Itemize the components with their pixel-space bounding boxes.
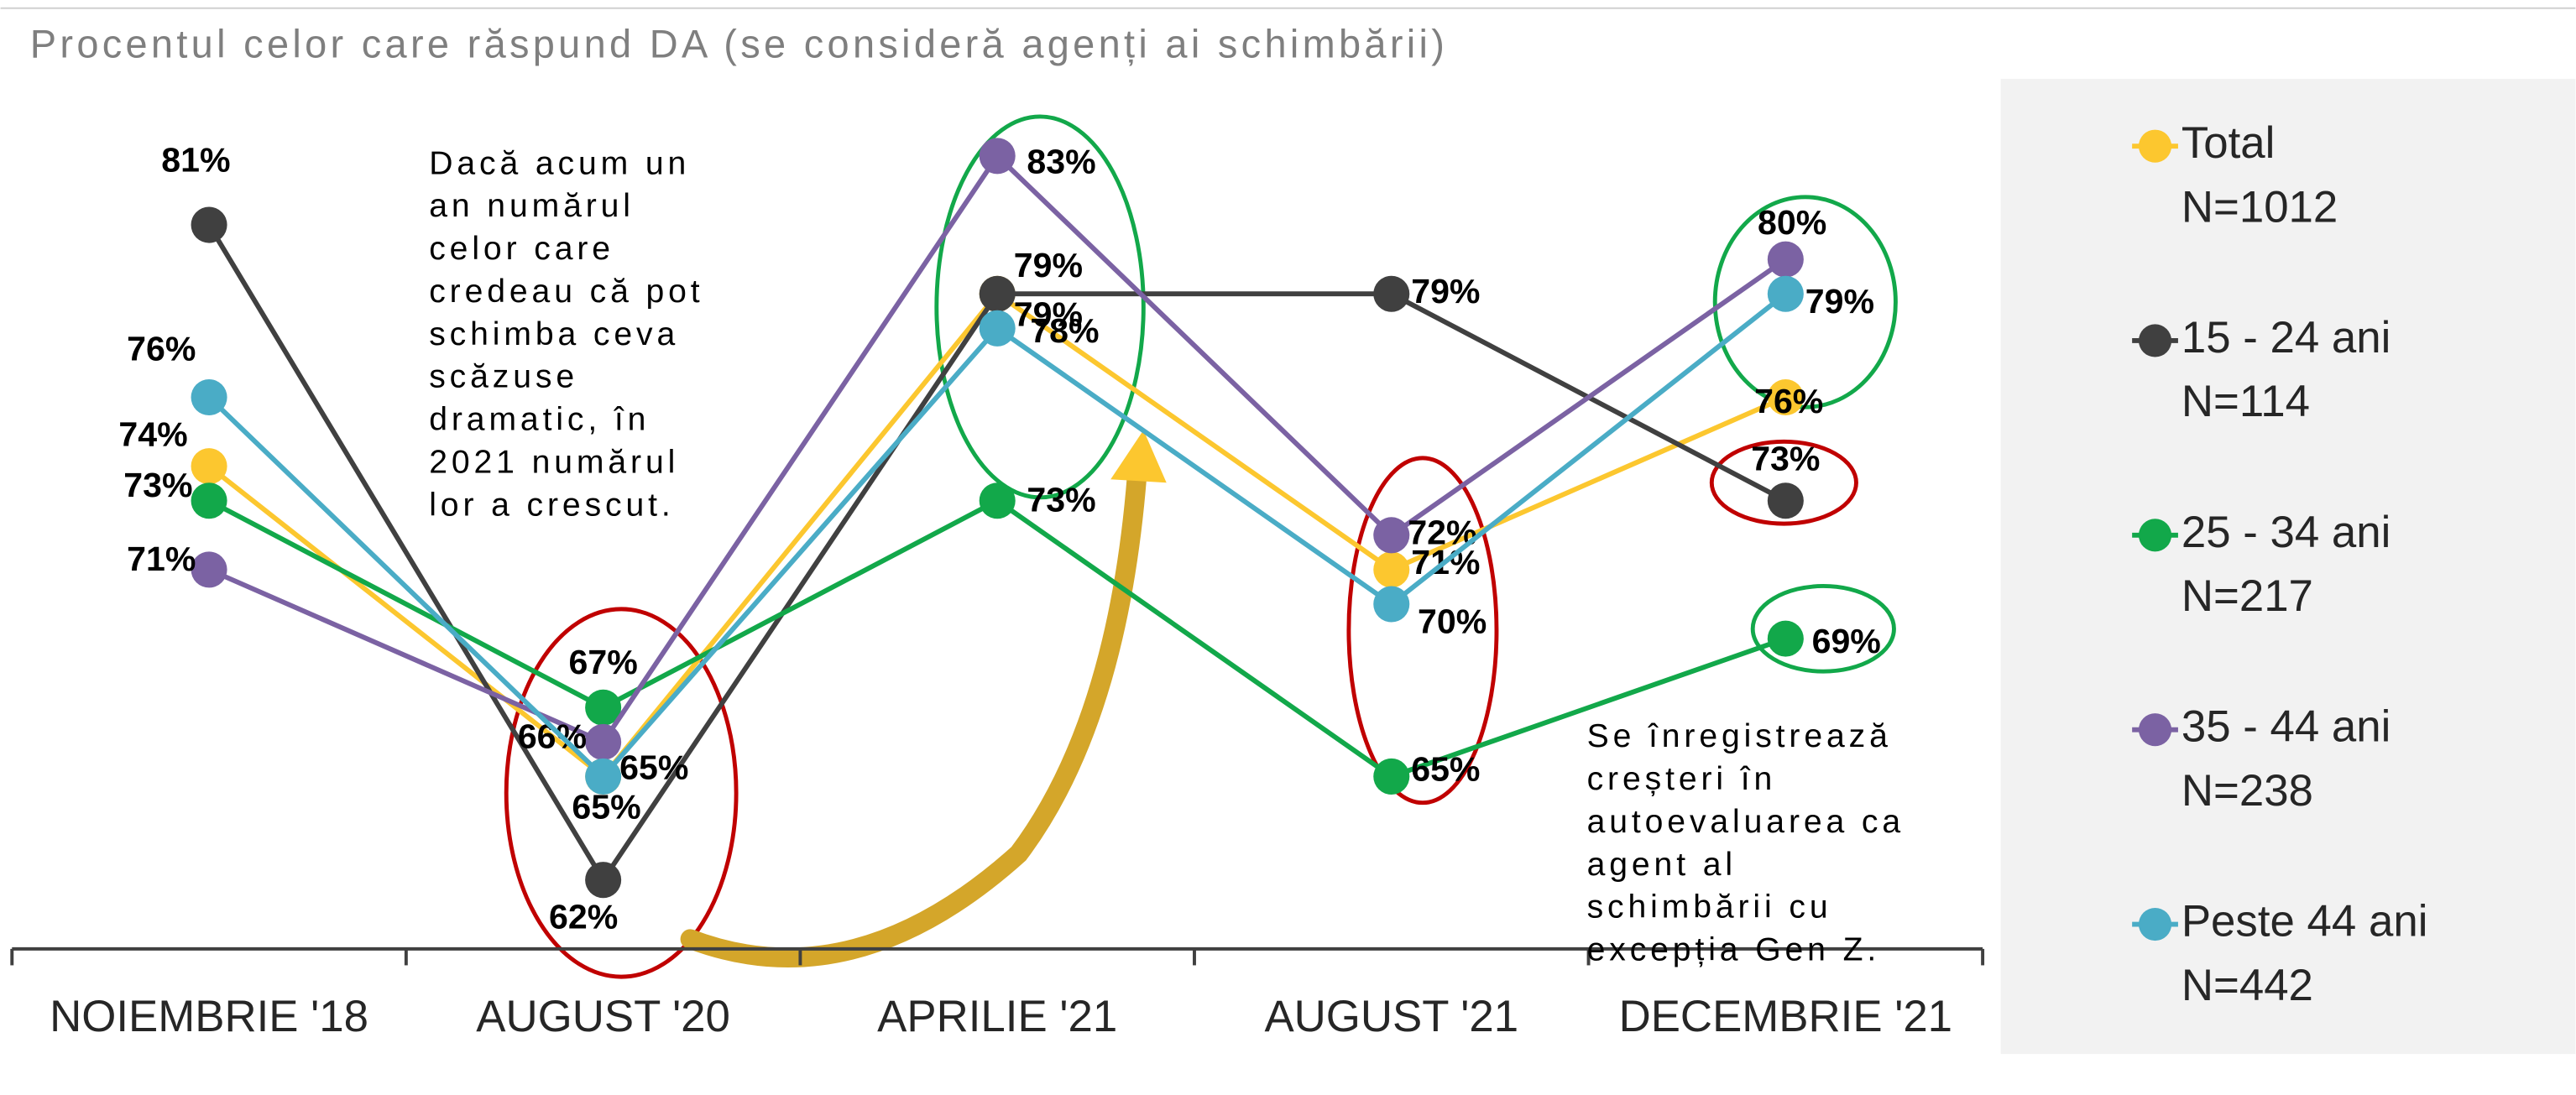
annotation-line: autoevaluarea ca <box>1587 804 1905 840</box>
legend-sample: N=238 <box>2182 766 2313 816</box>
data-point <box>191 206 227 243</box>
x-tick-label: DECEMBRIE '21 <box>1619 992 1953 1041</box>
data-point <box>585 862 622 899</box>
data-point <box>1373 551 1410 588</box>
annotation-line: dramatic, în <box>429 402 650 438</box>
highlight-ellipse <box>1712 195 1898 409</box>
data-label: 80% <box>1758 203 1826 242</box>
legend-marker <box>2138 519 2172 552</box>
data-point <box>585 689 622 726</box>
data-label: 79% <box>1014 295 1083 333</box>
annotation-line: agent al <box>1587 847 1737 883</box>
highlights <box>504 114 1898 979</box>
annotation-line: excepția Gen Z. <box>1587 932 1881 968</box>
annotation-line: lor a crescut. <box>429 487 674 523</box>
data-label: 74% <box>118 415 187 453</box>
data-point <box>1373 275 1410 312</box>
highlight-ellipse <box>1750 584 1896 674</box>
data-point <box>979 275 1016 312</box>
data-label: 65% <box>1411 749 1480 788</box>
data-point <box>1373 758 1410 795</box>
data-point <box>1373 517 1410 554</box>
trend-arrow-head <box>1110 430 1167 483</box>
data-label: 73% <box>123 466 192 504</box>
data-label: 81% <box>161 141 230 180</box>
highlight-ellipse <box>934 114 1146 500</box>
data-point <box>1767 241 1804 278</box>
annotation-line: an numărul <box>429 188 635 224</box>
legend-label: 35 - 44 ani <box>2182 702 2391 752</box>
legend-marker <box>2138 324 2172 357</box>
annotation-line: schimba ceva <box>429 316 679 352</box>
annotation-line: credeau că pot <box>429 274 703 310</box>
trend-arrow <box>680 466 1147 967</box>
data-point <box>585 723 622 760</box>
data-label: 65% <box>619 748 688 786</box>
x-tick-label: AUGUST '20 <box>476 992 730 1041</box>
highlight-ellipse <box>504 607 739 979</box>
data-label: 76% <box>1754 382 1823 420</box>
data-label: 62% <box>549 898 618 936</box>
annotation-line: 2021 numărul <box>429 444 679 480</box>
annotation-line: celor care <box>429 231 614 267</box>
annotation-line: scăzuse <box>429 359 578 395</box>
highlight-ellipse <box>1346 456 1499 806</box>
highlight-ellipse <box>1709 439 1858 526</box>
data-label: 69% <box>1812 622 1881 660</box>
legend-label: Peste 44 ani <box>2182 896 2428 946</box>
annotation-line: creșteri în <box>1587 761 1777 797</box>
data-point <box>1767 620 1804 657</box>
data-point <box>191 378 227 415</box>
data-label: 79% <box>1014 246 1083 284</box>
data-point <box>1373 586 1410 623</box>
data-point <box>1767 482 1804 519</box>
data-label: 78% <box>1030 311 1099 350</box>
data-label: 70% <box>1418 602 1487 640</box>
data-label: 79% <box>1411 272 1480 310</box>
data-label: 73% <box>1751 440 1820 478</box>
legend-marker <box>2138 907 2172 941</box>
legend-marker <box>2138 129 2172 163</box>
legend-label: 25 - 34 ani <box>2182 508 2391 557</box>
x-tick-label: AUGUST '21 <box>1264 992 1518 1041</box>
data-point <box>191 551 227 588</box>
data-point <box>1767 275 1804 312</box>
data-point <box>191 448 227 485</box>
series-line <box>207 498 1787 780</box>
annotation-line: Dacă acum un <box>429 145 690 181</box>
annotation-line: schimbării cu <box>1587 889 1832 926</box>
data-point <box>979 138 1016 175</box>
data-label: 76% <box>127 330 196 368</box>
x-tick-label: NOIEMBRIE '18 <box>50 992 368 1041</box>
legend-sample: N=442 <box>2182 961 2313 1010</box>
legend-label: Total <box>2182 118 2276 168</box>
data-label: 83% <box>1027 143 1095 181</box>
legend-sample: N=114 <box>2182 377 2310 426</box>
chart-title: Procentul celor care răspund DA (se cons… <box>30 21 1448 65</box>
data-point <box>1767 378 1804 415</box>
annotation-line: Se înregistrează <box>1587 718 1892 754</box>
data-label: 73% <box>1027 481 1095 519</box>
legend-sample: N=217 <box>2182 571 2313 621</box>
legend-marker <box>2138 713 2172 747</box>
data-label: 67% <box>569 643 638 681</box>
data-point <box>191 482 227 519</box>
legend-sample: N=1012 <box>2182 182 2338 232</box>
data-label: 79% <box>1805 282 1874 321</box>
legend-label: 15 - 24 ani <box>2182 313 2391 362</box>
data-point <box>979 310 1016 347</box>
data-label: 71% <box>127 540 196 578</box>
x-tick-label: APRILIE '21 <box>877 992 1117 1041</box>
legend-box <box>2000 78 2576 1055</box>
data-point <box>585 758 622 795</box>
data-point <box>979 482 1016 519</box>
